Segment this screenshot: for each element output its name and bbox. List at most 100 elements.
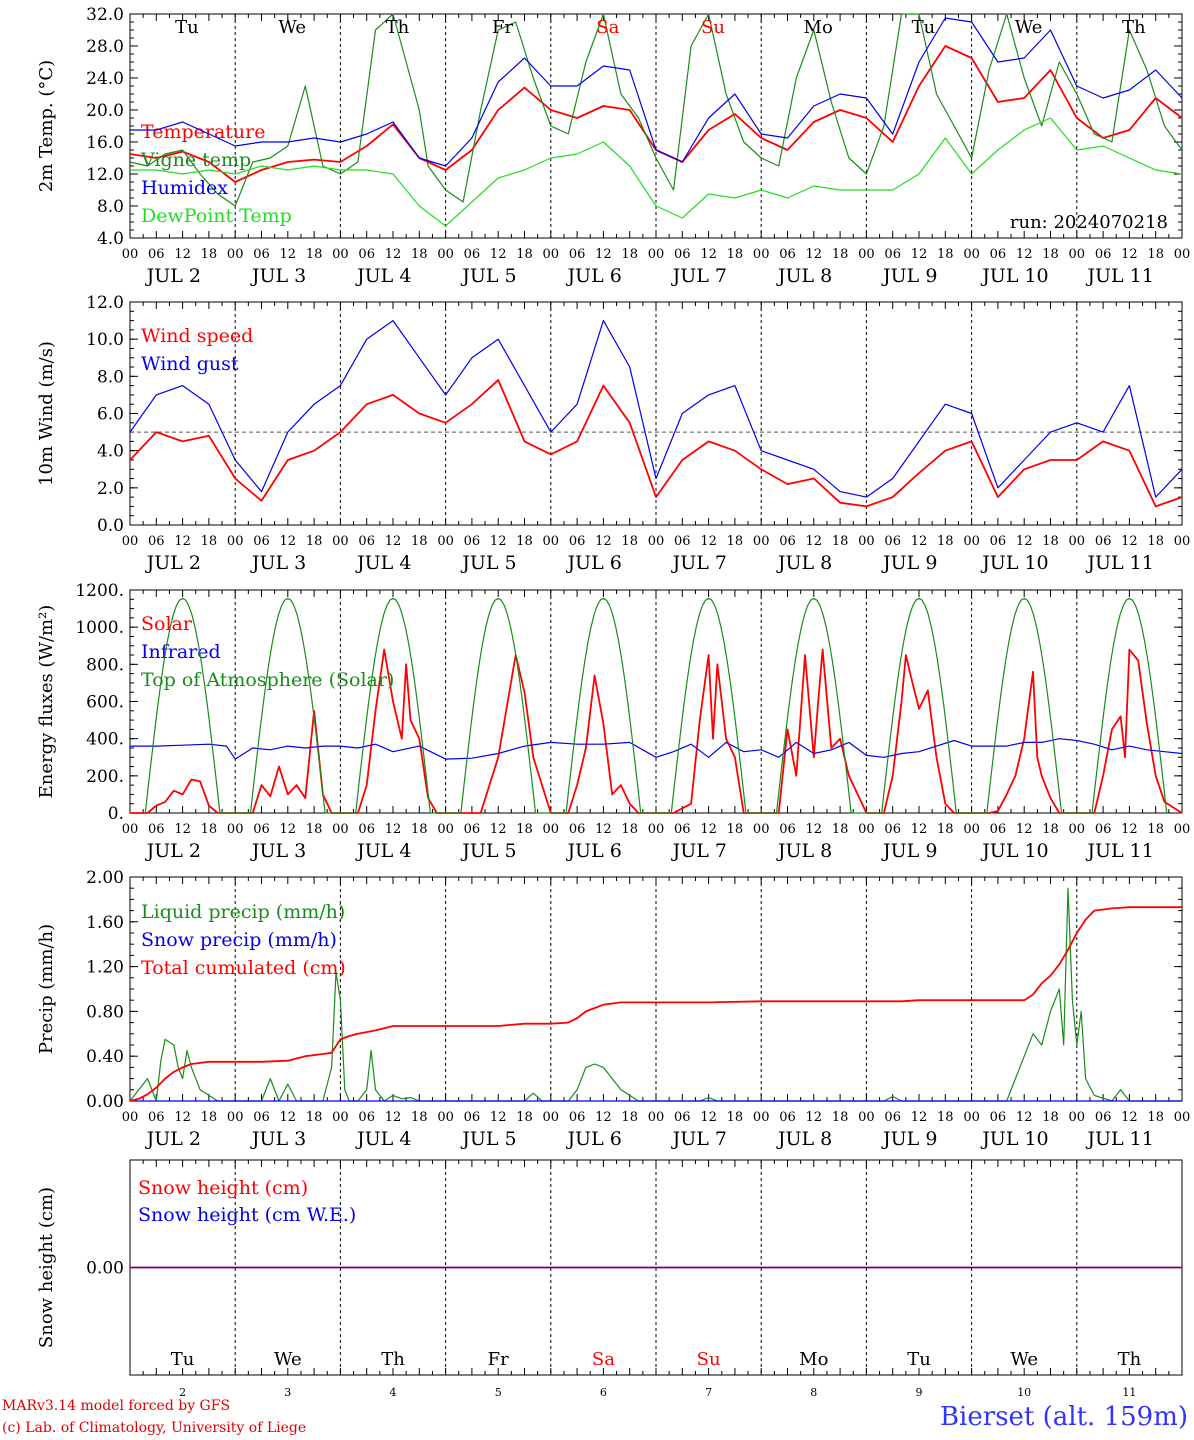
hour-label: 18	[411, 534, 428, 549]
legend-entry: Snow height (cm W.E.)	[138, 1204, 356, 1226]
day-number: 8	[810, 1386, 817, 1399]
legend-entry: Total cumulated (cm)	[141, 957, 346, 979]
hour-label: 18	[1147, 247, 1164, 262]
y-tick-label: 4.0	[97, 229, 124, 249]
hour-label: 06	[148, 247, 165, 262]
hour-label: 12	[911, 1110, 928, 1125]
y-tick-label: 0.00	[86, 1259, 124, 1279]
series-line-solar	[130, 648, 1183, 814]
hour-label: 18	[516, 247, 533, 262]
hour-label: 18	[621, 534, 638, 549]
model-credit-line-1: MARv3.14 model forced by GFS	[2, 1398, 231, 1414]
hour-label: 12	[490, 822, 507, 837]
hour-label: 18	[411, 247, 428, 262]
legend-entry: Wind speed	[141, 325, 253, 347]
hour-label: 06	[253, 534, 270, 549]
hour-label: 06	[779, 1110, 796, 1125]
day-abbr-top: Th	[1122, 17, 1146, 38]
hour-label: 12	[1016, 1110, 1033, 1125]
hour-label: 18	[1147, 822, 1164, 837]
hour-label: 06	[1095, 1110, 1112, 1125]
y-tick-label: 600.	[86, 693, 124, 713]
hour-label: 00	[858, 247, 875, 262]
hour-label: 00	[963, 822, 980, 837]
date-label: JUL 5	[460, 840, 516, 862]
hour-label: 12	[700, 1110, 717, 1125]
date-label: JUL 9	[881, 265, 937, 287]
y-tick-label: 1000.	[75, 618, 124, 638]
series-line-top-of-atmosphere-solar-	[144, 597, 1168, 814]
hour-label: 18	[727, 247, 744, 262]
series-line-wind-speed	[129, 379, 1183, 508]
hour-label: 12	[490, 1110, 507, 1125]
hour-label: 00	[753, 1110, 770, 1125]
day-abbr-bottom: Fr	[488, 1349, 509, 1370]
model-credit-line-2: (c) Lab. of Climatology, University of L…	[2, 1420, 307, 1436]
hour-label: 12	[1121, 822, 1138, 837]
hour-label: 12	[174, 247, 191, 262]
hour-label: 18	[306, 534, 323, 549]
day-number: 9	[916, 1386, 923, 1399]
legend-entry: DewPoint Temp	[141, 205, 292, 227]
day-abbr-bottom: Su	[697, 1349, 721, 1370]
date-label: JUL 6	[565, 1128, 621, 1150]
hour-label: 06	[674, 247, 691, 262]
hour-label: 06	[884, 822, 901, 837]
hour-label: 18	[1042, 534, 1059, 549]
hour-label: 06	[253, 822, 270, 837]
hour-label: 12	[1121, 1110, 1138, 1125]
date-label: JUL 7	[671, 265, 727, 287]
date-label: JUL 8	[776, 552, 832, 574]
date-label: JUL 2	[145, 265, 201, 287]
hour-label: 00	[1069, 247, 1086, 262]
day-number: 6	[600, 1386, 607, 1399]
y-tick-label: 1200.	[75, 581, 124, 601]
date-label: JUL 5	[460, 552, 516, 574]
hour-label: 12	[280, 1110, 297, 1125]
hour-label: 06	[779, 822, 796, 837]
hour-label: 12	[280, 534, 297, 549]
hour-label: 12	[806, 534, 823, 549]
day-abbr-top: Fr	[492, 17, 513, 38]
hour-label: 06	[1095, 534, 1112, 549]
hour-label: 06	[569, 534, 586, 549]
hour-label: 12	[806, 1110, 823, 1125]
hour-label: 00	[648, 1110, 665, 1125]
date-label: JUL 7	[671, 1128, 727, 1150]
day-abbr-bottom: We	[274, 1349, 302, 1370]
series-line-vigne-temp	[129, 13, 1183, 207]
day-number: 10	[1017, 1386, 1031, 1399]
hour-label: 00	[332, 247, 349, 262]
hour-label: 12	[1016, 822, 1033, 837]
hour-label: 12	[1121, 247, 1138, 262]
day-abbr-top: Mo	[804, 17, 833, 38]
y-tick-label: 200.	[86, 767, 124, 787]
hour-label: 18	[201, 534, 218, 549]
legend-entry: Solar	[141, 613, 193, 635]
hour-label: 00	[437, 1110, 454, 1125]
date-label: JUL 8	[776, 1128, 832, 1150]
y-axis-label: 10m Wind (m/s)	[36, 341, 57, 486]
hour-label: 06	[779, 247, 796, 262]
hour-label: 12	[385, 1110, 402, 1125]
hour-label: 06	[990, 822, 1007, 837]
date-label: JUL 2	[145, 1128, 201, 1150]
hour-label: 18	[621, 247, 638, 262]
day-abbr-top: Tu	[912, 17, 936, 38]
date-label: JUL 9	[881, 552, 937, 574]
hour-label: 12	[911, 534, 928, 549]
date-label: JUL 2	[145, 552, 201, 574]
legend-entry: Wind gust	[141, 353, 239, 375]
legend-entry: Snow precip (mm/h)	[141, 929, 337, 951]
y-tick-label: 2.00	[86, 868, 124, 888]
day-abbr-top: We	[1015, 17, 1043, 38]
hour-label: 06	[358, 247, 375, 262]
hour-label: 06	[674, 534, 691, 549]
hour-label: 18	[832, 247, 849, 262]
hour-label: 12	[490, 247, 507, 262]
hour-label: 06	[358, 1110, 375, 1125]
y-tick-label: 32.0	[86, 5, 124, 25]
hour-label: 00	[858, 822, 875, 837]
hour-label: 00	[858, 534, 875, 549]
hour-label: 18	[201, 822, 218, 837]
